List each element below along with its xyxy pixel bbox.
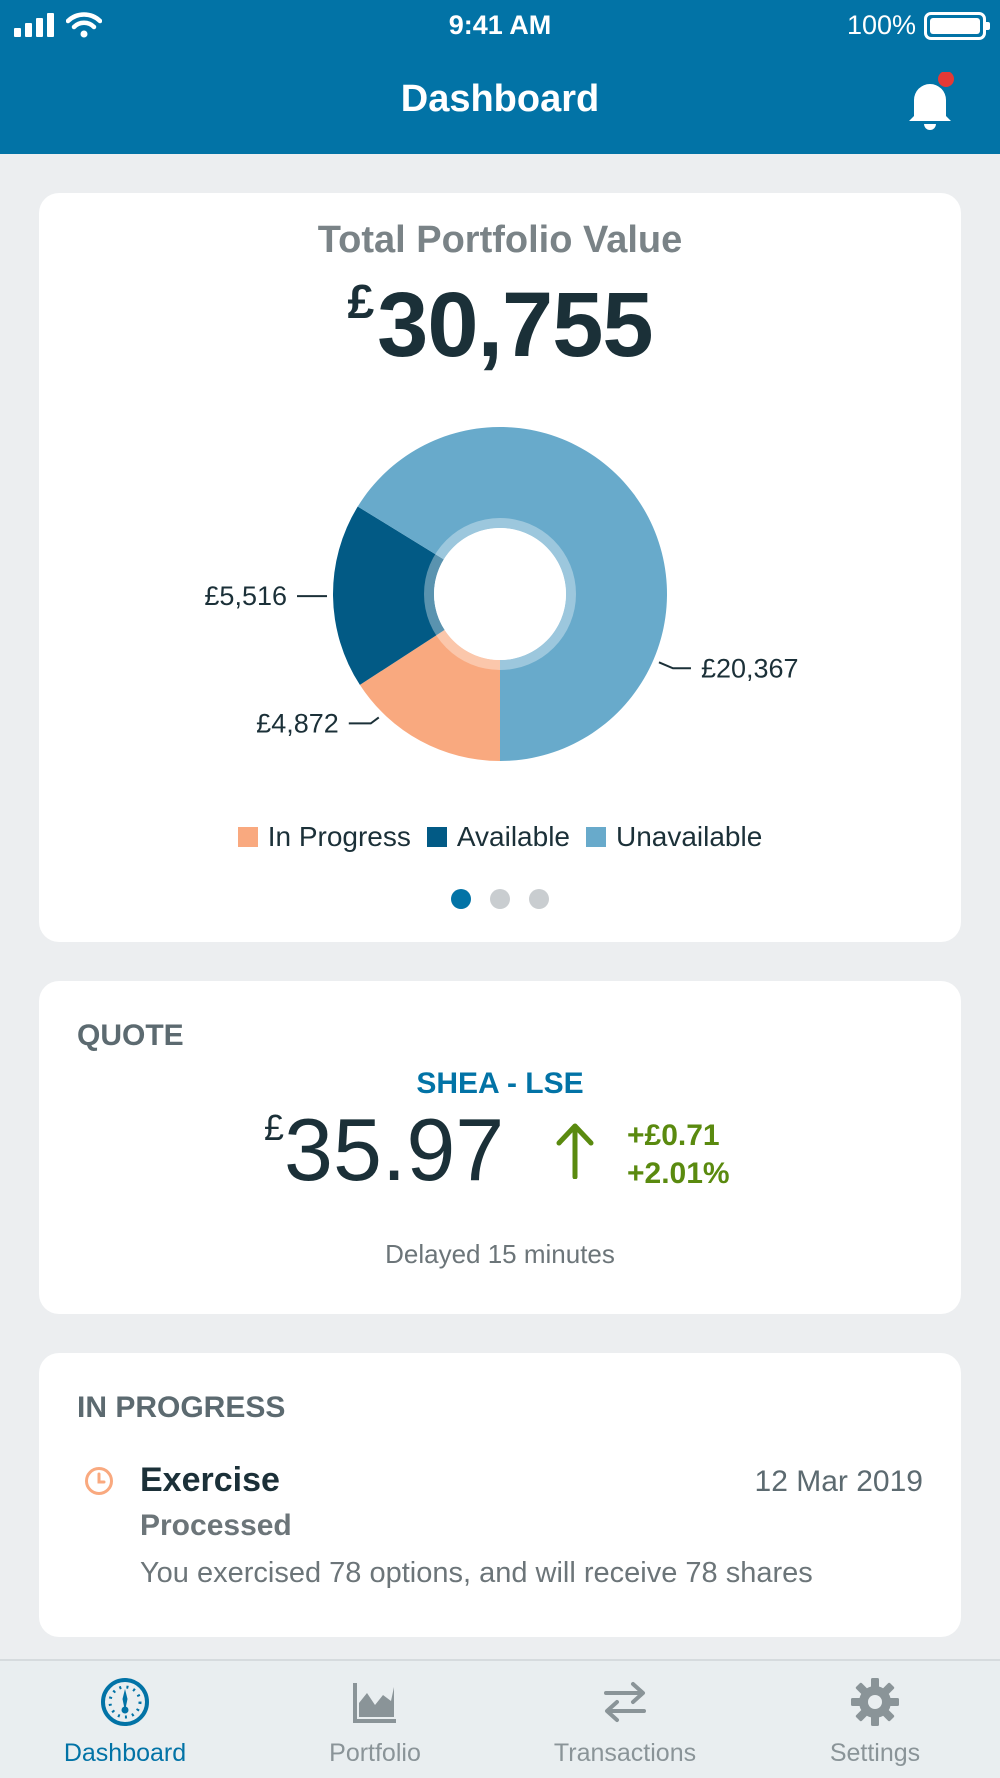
quote-change: +£0.71 +2.01%: [627, 1117, 730, 1193]
notification-bell-icon[interactable]: [905, 72, 955, 132]
notification-badge: [938, 72, 954, 87]
tab-portfolio[interactable]: Portfolio: [250, 1661, 500, 1778]
legend-item-in-progress: In Progress: [237, 821, 411, 853]
clock-icon: [85, 1467, 113, 1495]
page-dot[interactable]: [490, 889, 510, 909]
gauge-icon: [101, 1678, 149, 1726]
tab-settings[interactable]: Settings: [750, 1661, 1000, 1778]
donut-slice-in-progress[interactable]: [359, 629, 500, 761]
quote-price: £35.97: [264, 1099, 504, 1201]
area-chart-icon: [353, 1683, 396, 1723]
quote-change-percent: +2.01%: [627, 1157, 730, 1190]
status-right: 100%: [846, 10, 990, 41]
bottom-tab-bar: Dashboard Portfolio Transactions: [0, 1659, 1000, 1778]
page-indicator[interactable]: [39, 889, 961, 909]
quote-currency: £: [264, 1107, 285, 1148]
arrow-up-icon: [556, 1123, 594, 1179]
quote-section-title: QUOTE: [77, 1019, 184, 1052]
portfolio-value: £30,755: [39, 273, 961, 378]
cellular-signal-icon: [14, 13, 54, 37]
portfolio-label: Total Portfolio Value: [317, 219, 683, 261]
gear-icon: [851, 1678, 899, 1726]
quote-delay-note: Delayed 15 minutes: [385, 1239, 615, 1269]
legend-swatch: [585, 827, 606, 847]
chart-legend: In Progress Available Unavailable: [39, 821, 961, 853]
page-dot[interactable]: [529, 889, 549, 909]
page-dot[interactable]: [451, 889, 471, 909]
swap-arrows-icon: [604, 1682, 646, 1722]
legend-item-available: Available: [426, 821, 570, 853]
portfolio-donut-chart: £4,872 £5,516 £20,367: [204, 427, 799, 761]
tab-label-settings: Settings: [829, 1739, 921, 1767]
tab-label-transactions: Transactions: [553, 1739, 697, 1767]
tab-dashboard[interactable]: Dashboard: [0, 1661, 250, 1778]
label-leader-line: [348, 716, 380, 725]
status-time: 9:41 AM: [448, 10, 552, 40]
transaction-date: 12 Mar 2019: [754, 1465, 923, 1498]
quote-symbol: SHEA - LSE: [416, 1067, 584, 1100]
legend-label: Unavailable: [615, 821, 763, 852]
legend-swatch: [237, 827, 258, 847]
transaction-status: Processed: [140, 1509, 292, 1542]
battery-icon: [924, 11, 990, 40]
status-left: [14, 12, 102, 38]
portfolio-amount: 30,755: [377, 274, 653, 376]
legend-label: In Progress: [267, 821, 411, 852]
label-leader-line: [658, 661, 691, 670]
donut-data-label: £4,872: [256, 708, 339, 738]
donut-data-label: £5,516: [204, 581, 287, 611]
donut-slice-available[interactable]: [333, 506, 445, 685]
tab-label-portfolio: Portfolio: [329, 1739, 421, 1767]
in-progress-section-title: IN PROGRESS: [77, 1391, 286, 1424]
top-bar: 9:41 AM 100% Dashboard: [0, 0, 1000, 154]
quote-change-absolute: +£0.71: [627, 1119, 720, 1152]
donut-hole: [434, 528, 566, 660]
legend-label: Available: [456, 821, 570, 852]
donut-data-label: £20,367: [701, 653, 799, 683]
quote-card[interactable]: QUOTE SHEA - LSE £35.97 +£0.71 +2.01% De…: [39, 981, 961, 1314]
battery-percentage: 100%: [846, 10, 916, 40]
tab-transactions[interactable]: Transactions: [500, 1661, 750, 1778]
quote-row: £35.97 +£0.71 +2.01%: [39, 1099, 961, 1199]
legend-swatch: [426, 827, 447, 847]
transaction-type: Exercise: [140, 1461, 280, 1499]
tab-label-dashboard: Dashboard: [63, 1739, 187, 1767]
donut-slice-unavailable[interactable]: [357, 427, 667, 761]
in-progress-card[interactable]: IN PROGRESS Exercise 12 Mar 2019 Process…: [39, 1353, 961, 1637]
quote-price-value: 35.97: [284, 1100, 505, 1199]
portfolio-card[interactable]: Total Portfolio Value £30,755 £4,872 £5,5…: [39, 193, 961, 942]
portfolio-currency: £: [347, 276, 374, 329]
wifi-icon: [66, 12, 102, 38]
transaction-description: You exercised 78 options, and will recei…: [140, 1557, 813, 1589]
legend-item-unavailable: Unavailable: [585, 821, 763, 853]
page-title: Dashboard: [400, 78, 600, 120]
